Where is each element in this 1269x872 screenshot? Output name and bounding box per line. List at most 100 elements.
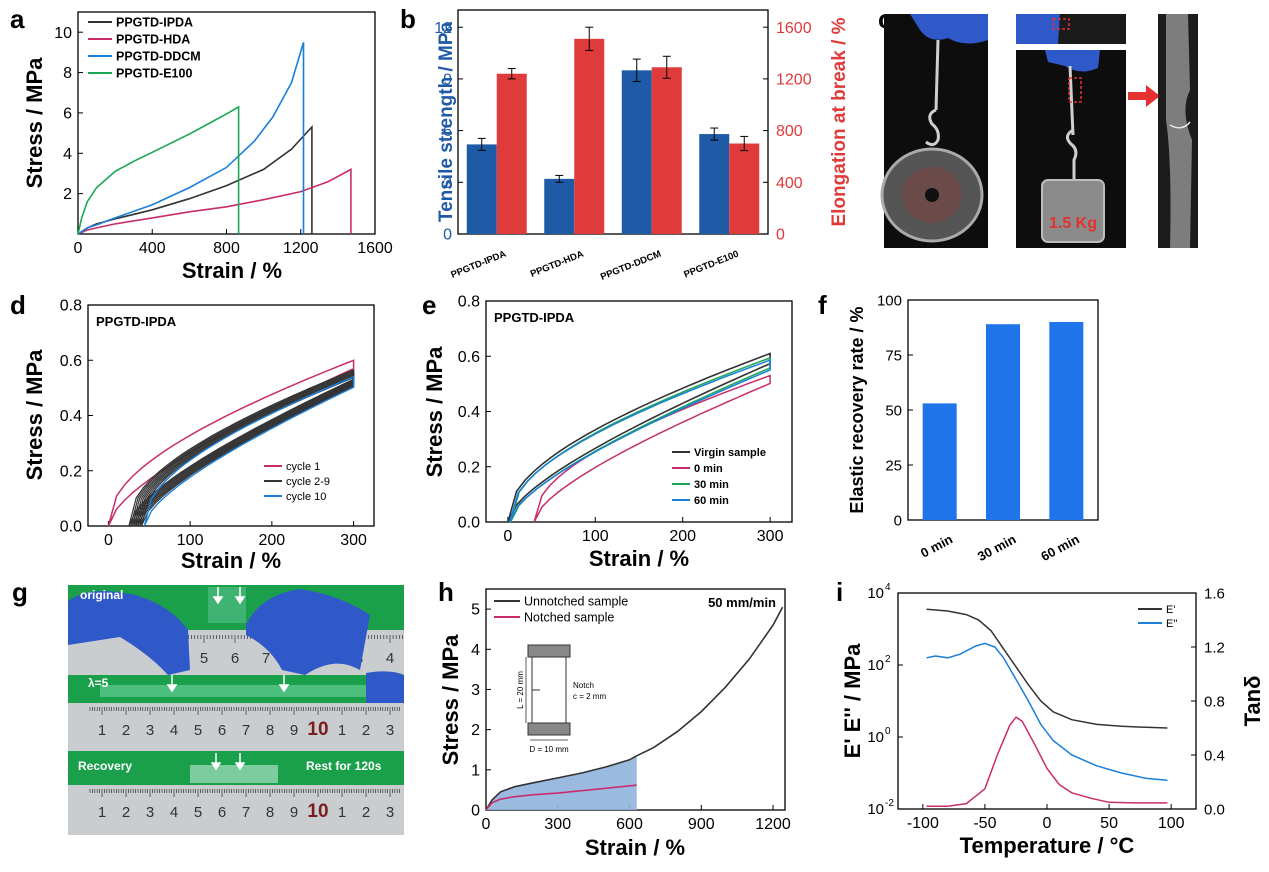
y-tick-label: 2	[63, 186, 72, 203]
ruler-number: 6	[218, 804, 226, 821]
axis-ticks: 0 300 600 900 1200 0 1 2 3 4 5	[471, 602, 791, 833]
legend-label: E''	[1166, 618, 1178, 630]
y-tick-label: 4	[63, 146, 72, 163]
zoom-arrow	[1128, 85, 1160, 107]
x-tick-label: 200	[669, 528, 696, 545]
panel-letter-f: f	[818, 290, 827, 320]
ruler-bottom	[68, 785, 404, 835]
ruler-number: 10	[307, 801, 328, 822]
ruler-number: 7	[242, 804, 250, 821]
series-line	[77, 168, 352, 235]
ruler-number: 1	[98, 722, 106, 739]
x-tick-label: -100	[907, 815, 939, 832]
bar-recovery-rate	[986, 324, 1020, 520]
hook-1	[925, 108, 940, 147]
ruler-number: 7	[242, 722, 250, 739]
ruler-number: 4	[386, 650, 394, 667]
y-tick-label: 0.0	[60, 519, 82, 536]
series-line	[926, 716, 1168, 808]
x-axis-label: Temperature / °C	[960, 833, 1135, 858]
weight-plate-1-hole	[925, 188, 939, 202]
y-tick-label: 0.2	[458, 459, 480, 476]
ruler-number: 3	[386, 804, 394, 821]
y-tick-label: 100	[877, 292, 902, 309]
x-tick-label: 100	[177, 532, 204, 549]
ruler-number: 9	[290, 722, 298, 739]
ruler-number: 2	[362, 804, 370, 821]
glove-left-top	[68, 591, 190, 675]
y-axis-label: E' E'' / MPa	[840, 643, 865, 758]
y-tick-label: 10	[867, 657, 884, 674]
panel-annotation: 50 mm/min	[708, 595, 776, 610]
ruler-number: 9	[290, 804, 298, 821]
x-tick-label: 100	[1158, 815, 1185, 832]
cycle-10-curve	[143, 375, 355, 527]
legend-label: cycle 10	[286, 491, 326, 503]
x-tick-label: 1600	[357, 240, 393, 257]
y-tick-label: 10	[867, 729, 884, 746]
ruler-number: 5	[194, 722, 202, 739]
x-tick-label: 800	[213, 240, 240, 257]
down-arrow-icon	[234, 753, 246, 771]
panel-letter-e: e	[422, 290, 436, 320]
legend-label: Unnotched sample	[524, 594, 628, 608]
y-tick-label: 25	[885, 457, 902, 474]
y-tick-label: 0.0	[458, 515, 480, 532]
series-line	[926, 608, 1168, 729]
chart-h: h 0 300 600 900 1200 0 1 2 3 4 5 Unnotched sample N…	[438, 577, 791, 860]
glove-right-mid	[366, 671, 404, 707]
bar-elongation	[574, 38, 605, 234]
x-axis-label: Strain / %	[585, 835, 685, 860]
y-tick-label: 1.2	[1204, 639, 1225, 656]
film-closeup	[1166, 14, 1192, 248]
ruler-number: 7	[262, 650, 270, 667]
bar-tensile-strength	[621, 70, 652, 234]
x-axis-label: Strain / %	[182, 258, 282, 283]
series-line	[485, 784, 637, 811]
inset-notch-size-label: c = 2 mm	[573, 692, 606, 701]
series-line	[485, 606, 784, 811]
y-tick-label: 6	[443, 123, 452, 140]
axis-ticks: 0 100 200 300 0.0 0.2 0.4 0.6 0.8	[458, 294, 784, 545]
bar-elongation	[651, 67, 682, 234]
ruler-number: 8	[266, 804, 274, 821]
y-tick-label: 0.6	[458, 349, 480, 366]
x-axis-label: Strain / %	[181, 548, 281, 573]
x-tick-label: 0	[74, 240, 83, 257]
x-tick-label: 0	[104, 532, 113, 549]
y-tick-label: 0.4	[458, 404, 480, 421]
series-lines	[107, 359, 355, 527]
y-tick-label: 1200	[776, 71, 812, 88]
inset-clamp-bottom	[527, 722, 571, 736]
y-axis-label: Stress / MPa	[422, 346, 447, 478]
ruler-number: 2	[362, 722, 370, 739]
category-label: 0 min	[918, 531, 955, 560]
ruler-number: 1	[338, 722, 346, 739]
label-rest: Rest for 120s	[306, 759, 382, 773]
virgin-sample-curve	[507, 352, 771, 523]
inset-length-label: L = 20 mm	[516, 671, 525, 709]
y-tick-label: 3	[443, 175, 452, 192]
legend-label: E'	[1166, 604, 1175, 616]
axis-ticks: 0 25 50 75 100	[877, 292, 913, 529]
category-label: PPGTD-DDCM	[599, 249, 663, 283]
legend-label: PPGTD-E100	[116, 66, 192, 80]
label-recovery: Recovery	[78, 759, 132, 773]
photo-panel-c: c 1.5 Kg	[870, 0, 1269, 260]
y-axis-label: Stress / MPa	[22, 349, 47, 481]
bar-tensile-strength	[699, 134, 730, 234]
series-line	[77, 105, 240, 235]
y-axis-label: Stress / MPa	[438, 634, 463, 766]
y-tick-label: 0.8	[1204, 693, 1225, 710]
photo-c-graphics: c 1.5 Kg	[878, 4, 1198, 248]
series-lines	[926, 608, 1168, 808]
panel-letter-d: d	[10, 290, 26, 320]
legend: Virgin sample 0 min 30 min 60 min	[672, 447, 766, 507]
y-tick-exponent: 2	[885, 654, 891, 665]
y-tick-label: 0.4	[60, 408, 82, 425]
film-clamp-highlight	[1052, 18, 1070, 30]
ruler-number: 6	[218, 722, 226, 739]
